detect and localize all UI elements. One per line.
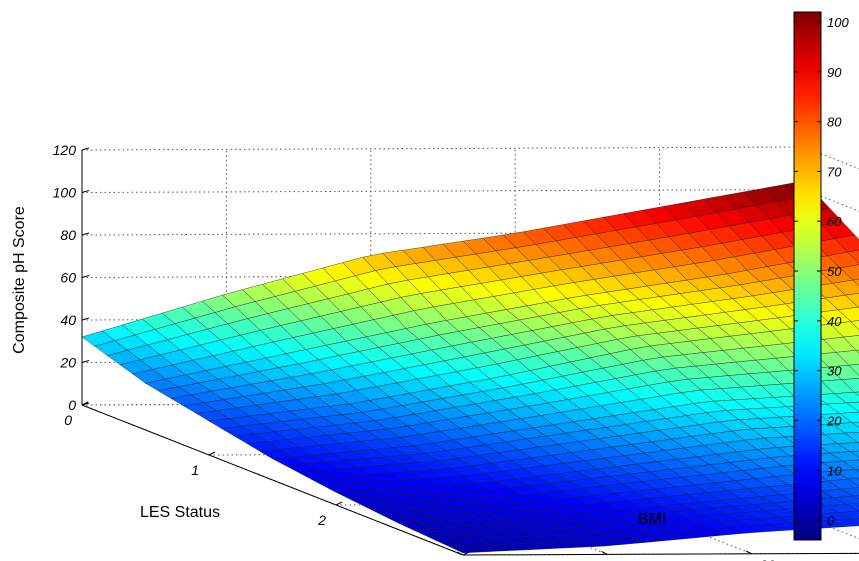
y-tick-label: 20 [614, 557, 631, 561]
y-tick-mark [745, 550, 753, 555]
surface [81, 180, 859, 554]
y-tick-label: 30 [760, 557, 776, 561]
colorbar-tick-label: 20 [826, 413, 842, 428]
x-tick-mark [81, 401, 89, 406]
z-tick-label: 0 [68, 397, 76, 413]
colorbar-tick-label: 50 [827, 264, 842, 279]
y-tick-label: 10 [471, 558, 487, 561]
z-tick-mark [81, 360, 90, 363]
x-tick-label: 2 [317, 512, 326, 528]
y-tick-mark [601, 550, 608, 555]
y-tick-mark [456, 551, 464, 556]
colorbar-gradient [793, 11, 822, 541]
z-tick-label: 40 [60, 312, 76, 328]
wall-grid-z [81, 189, 805, 193]
x-tick-mark [208, 451, 216, 456]
colorbar-tick-label: 90 [827, 65, 842, 80]
z-axis-label: Composite pH Score [11, 206, 28, 354]
colorbar: 0 10 20 30 40 50 60 70 80 90 100 [793, 11, 849, 541]
colorbar-tick-label: 30 [827, 364, 842, 379]
z-tick-mark [81, 275, 90, 278]
z-tick-mark [81, 190, 90, 193]
x-tick-label: 0 [64, 412, 72, 428]
wall-grid-z [81, 231, 805, 236]
colorbar-tick-label: 80 [827, 115, 842, 130]
x-tick-label: 1 [191, 462, 199, 478]
axes [81, 147, 859, 556]
z-tick-mark [81, 147, 90, 151]
colorbar-tick-label: 0 [827, 513, 835, 528]
colorbar-tick-label: 70 [827, 164, 842, 179]
z-tick-label: 20 [59, 355, 76, 371]
z-tick-mark [81, 317, 90, 321]
x-axis-line [81, 404, 464, 556]
colorbar-tick-label: 40 [827, 314, 842, 329]
z-tick-label: 100 [53, 185, 77, 201]
x-tick-mark [462, 551, 470, 556]
y-axis-label: BMI [638, 511, 666, 528]
colorbar-tick-label: 60 [827, 214, 842, 229]
x-tick-mark [335, 501, 343, 506]
surface-patch [450, 545, 484, 554]
z-tick-mark [81, 232, 90, 236]
z-tick-label: 80 [60, 227, 76, 243]
colorbar-tick-label: 100 [827, 15, 849, 30]
colorbar-tick-label: 10 [827, 463, 842, 478]
tick-labels: 0204060801001200123102030405060 [53, 142, 776, 561]
y-axis-line [462, 552, 859, 556]
z-tick-label: 120 [53, 142, 77, 158]
z-tick-label: 60 [60, 270, 76, 286]
wall-grid-z [81, 146, 805, 151]
x-axis-label: LES Status [140, 504, 220, 521]
